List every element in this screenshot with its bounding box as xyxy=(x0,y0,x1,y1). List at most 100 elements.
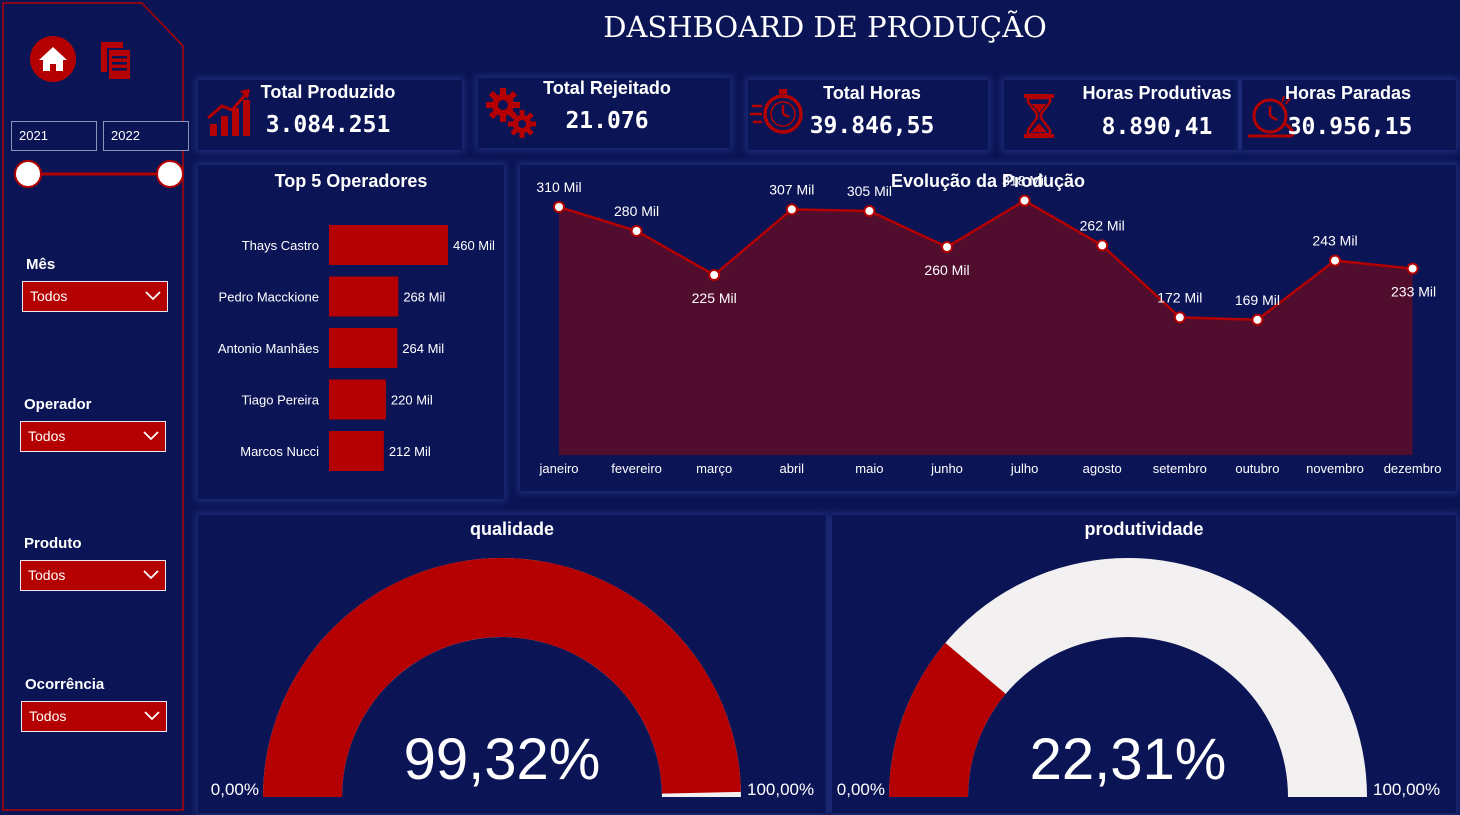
bar-value-label: 264 Mil xyxy=(402,341,444,356)
data-point[interactable] xyxy=(1096,239,1109,252)
report-pages-icon[interactable] xyxy=(99,40,135,82)
top-operators-bar-chart: Thays Castro 460 Mil Pedro Macckione 268 Mi… xyxy=(218,225,495,471)
gauge-max-label: 100,00% xyxy=(747,780,814,799)
x-tick-label: agosto xyxy=(1083,461,1122,476)
bar-category-label: Antonio Manhães xyxy=(218,341,320,356)
data-point[interactable] xyxy=(1173,311,1186,324)
chevron-down-icon xyxy=(143,431,159,441)
kpi-label: Total Horas xyxy=(823,83,921,103)
kpi-label: Horas Produtivas xyxy=(1082,83,1232,103)
year-end-input[interactable]: 2022 xyxy=(103,121,189,151)
production-evolution-panel: Evolução da Produção 310 Mil janeiro 280 M… xyxy=(520,165,1456,491)
home-icon[interactable] xyxy=(30,36,76,82)
data-point[interactable] xyxy=(941,241,953,253)
chevron-down-icon xyxy=(144,711,160,721)
data-point[interactable] xyxy=(630,225,643,237)
kpi-card-total-rejeitado: Total Rejeitado 21.076 xyxy=(478,78,730,148)
kpi-card-horas-paradas: Horas Paradas 30.956,15 xyxy=(1242,80,1456,150)
point-value-label: 233 Mil xyxy=(1391,284,1436,300)
kpi-value: 3.084.251 xyxy=(265,112,391,138)
x-tick-label: dezembro xyxy=(1384,461,1442,476)
bar-category-label: Pedro Macckione xyxy=(219,290,319,305)
bar[interactable] xyxy=(329,225,448,265)
kpi-label: Total Produzido xyxy=(260,82,396,102)
filter-label-operador: Operador xyxy=(24,396,92,413)
point-value-label: 225 Mil xyxy=(692,290,737,306)
filter-label-mes: Mês xyxy=(26,256,56,273)
kpi-card-total-horas: Total Horas 39.846,55 xyxy=(748,80,988,150)
x-tick-label: setembro xyxy=(1153,461,1207,476)
quality-gauge-panel: qualidade 99,32% 0,00% 100,00% xyxy=(198,515,826,813)
year-range-slider[interactable] xyxy=(12,158,184,192)
kpi-label: Total Rejeitado xyxy=(543,78,671,98)
filter-label-produto: Produto xyxy=(24,535,82,552)
point-value-label: 318 Mil xyxy=(1002,173,1047,189)
filter-dropdown-operador[interactable]: Todos xyxy=(20,421,166,452)
filter-value-operador: Todos xyxy=(28,428,66,444)
bar-category-label: Thays Castro xyxy=(242,238,319,253)
stopwatch-icon xyxy=(750,89,803,134)
x-tick-label: fevereiro xyxy=(611,461,662,476)
point-value-label: 172 Mil xyxy=(1157,289,1202,305)
data-point[interactable] xyxy=(1251,313,1264,326)
gauge-value-label: 99,32% xyxy=(404,727,601,792)
gauge-max-label: 100,00% xyxy=(1373,780,1440,799)
gauge-fill xyxy=(263,557,741,797)
filter-dropdown-ocorrencia[interactable]: Todos xyxy=(21,701,167,732)
point-value-label: 260 Mil xyxy=(924,262,969,278)
chart-title: qualidade xyxy=(469,519,554,539)
top-operators-panel: Top 5 Operadores Thays Castro 460 Mil Pedr… xyxy=(198,165,504,499)
year-start-input[interactable]: 2021 xyxy=(11,121,97,151)
hourglass-icon xyxy=(1024,94,1054,138)
gauge-min-label: 0,00% xyxy=(211,780,259,799)
chevron-down-icon xyxy=(145,291,161,301)
filter-dropdown-produto[interactable]: Todos xyxy=(20,560,166,591)
bar-value-label: 460 Mil xyxy=(453,238,495,253)
gauge-track xyxy=(889,558,1367,797)
slider-handle-end[interactable] xyxy=(156,160,184,188)
filter-dropdown-mes[interactable]: Todos xyxy=(22,281,168,312)
x-tick-label: maio xyxy=(855,461,883,476)
point-value-label: 169 Mil xyxy=(1235,292,1280,308)
x-tick-label: abril xyxy=(780,461,805,476)
sidebar: 2021 2022 Mês Todos Operador Todos Produ… xyxy=(2,2,189,811)
point-value-label: 243 Mil xyxy=(1312,233,1357,249)
x-tick-label: janeiro xyxy=(538,461,578,476)
chart-title: Evolução da Produção xyxy=(890,171,1086,191)
kpi-value: 8.890,41 xyxy=(1101,114,1213,140)
point-value-label: 280 Mil xyxy=(614,203,659,219)
kpi-label: Horas Paradas xyxy=(1284,83,1412,103)
productivity-gauge: 22,31% 0,00% 100,00% xyxy=(837,558,1440,799)
bar-value-label: 268 Mil xyxy=(403,290,445,305)
chart-title: Top 5 Operadores xyxy=(274,171,428,191)
bar-category-label: Tiago Pereira xyxy=(241,393,319,408)
point-value-label: 305 Mil xyxy=(847,183,892,199)
data-point[interactable] xyxy=(1329,254,1341,267)
chart-title: produtividade xyxy=(1084,519,1204,539)
data-point[interactable] xyxy=(1406,262,1419,275)
data-point[interactable] xyxy=(863,205,876,217)
gauge-min-label: 0,00% xyxy=(837,780,885,799)
series-line xyxy=(558,199,1413,322)
gauge-value-label: 22,31% xyxy=(1030,727,1227,792)
data-point[interactable] xyxy=(1018,194,1031,207)
data-point[interactable] xyxy=(785,203,798,216)
x-tick-label: outubro xyxy=(1235,461,1279,476)
gears-icon xyxy=(486,88,536,138)
x-tick-label: julho xyxy=(1010,461,1038,476)
slider-handle-start[interactable] xyxy=(14,160,42,188)
bar[interactable] xyxy=(329,379,386,420)
gauge-fill xyxy=(889,642,1006,797)
kpi-card-total-produzido: Total Produzido 3.084.251 xyxy=(198,80,462,150)
bar[interactable] xyxy=(329,431,384,471)
x-tick-label: março xyxy=(696,461,732,476)
area-fill xyxy=(559,200,1413,455)
filter-label-ocorrencia: Ocorrência xyxy=(25,676,105,693)
bar[interactable] xyxy=(329,276,399,317)
bar-value-label: 220 Mil xyxy=(391,393,433,408)
bar[interactable] xyxy=(329,328,398,368)
data-point[interactable] xyxy=(708,269,721,281)
data-point[interactable] xyxy=(553,201,565,213)
production-area-chart: 310 Mil janeiro 280 Mil fevereiro 225 Mil mar… xyxy=(536,173,1442,476)
productivity-gauge-panel: produtividade 22,31% 0,00% 100,00% xyxy=(832,515,1456,813)
